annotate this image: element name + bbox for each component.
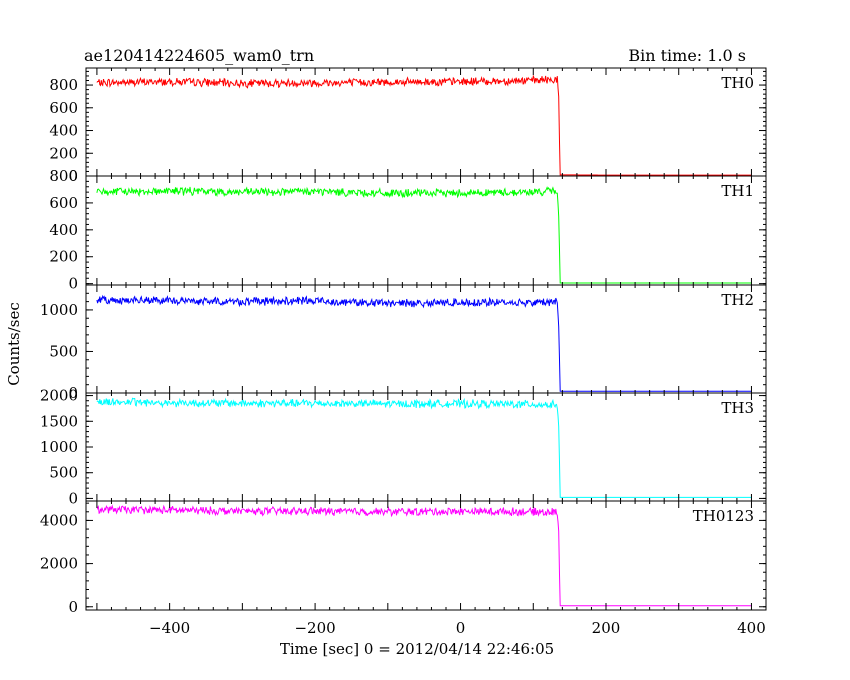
chart-panels: 0 200 400 600 800 TH0 0 200 400 600 800 TH1 0 500 1000… bbox=[40, 67, 767, 637]
y-tick-label: 2000 bbox=[40, 555, 78, 573]
panel-frame bbox=[85, 67, 767, 177]
panel-th0123: 0 2000 4000 TH0123 bbox=[40, 500, 767, 616]
y-tick-label: 800 bbox=[49, 76, 78, 94]
y-tick-label: 1000 bbox=[40, 438, 78, 456]
panel-frame bbox=[85, 175, 767, 286]
y-tick-label: 400 bbox=[49, 221, 78, 239]
panel-label-th1: TH1 bbox=[721, 182, 754, 200]
panel-frame bbox=[85, 284, 767, 394]
panel-th1: 0 200 400 600 800 TH1 bbox=[49, 167, 767, 293]
series-line-th0123 bbox=[96, 504, 752, 607]
x-tick-label: −200 bbox=[294, 619, 335, 637]
x-tick-label: 200 bbox=[592, 619, 621, 637]
series-line-th3 bbox=[96, 397, 752, 498]
panel-frame bbox=[85, 500, 767, 611]
x-tick-label: 400 bbox=[737, 619, 766, 637]
x-tick-label: −400 bbox=[149, 619, 190, 637]
y-tick-label: 0 bbox=[68, 489, 78, 507]
y-tick-label: 4000 bbox=[40, 511, 78, 529]
y-tick-label: 500 bbox=[49, 464, 78, 482]
series-line-th0 bbox=[96, 74, 752, 176]
panel-label-th0: TH0 bbox=[721, 74, 754, 92]
y-tick-label: 800 bbox=[49, 167, 78, 185]
y-axis-label: Counts/sec bbox=[5, 302, 23, 386]
series-line-th2 bbox=[96, 294, 752, 392]
panel-th2: 0 500 1000 TH2 bbox=[40, 284, 767, 402]
y-tick-label: 2000 bbox=[40, 387, 78, 405]
y-tick-label: 200 bbox=[49, 248, 78, 266]
bin-time-label: Bin time: 1.0 s bbox=[628, 46, 746, 65]
series-line-th1 bbox=[96, 186, 752, 284]
y-tick-label: 400 bbox=[49, 122, 78, 140]
panel-frame bbox=[85, 392, 767, 502]
y-tick-label: 1000 bbox=[40, 301, 78, 319]
y-tick-label: 600 bbox=[49, 99, 78, 117]
panel-th0: 0 200 400 600 800 TH0 bbox=[49, 67, 767, 185]
panel-label-th3: TH3 bbox=[721, 399, 754, 417]
y-tick-label: 0 bbox=[68, 598, 78, 616]
y-tick-label: 600 bbox=[49, 194, 78, 212]
y-tick-label: 200 bbox=[49, 144, 78, 162]
x-axis-label: Time [sec] 0 = 2012/04/14 22:46:05 bbox=[280, 640, 554, 658]
y-tick-label: 1500 bbox=[40, 412, 78, 430]
panel-label-th2: TH2 bbox=[721, 291, 754, 309]
chart-title: ae120414224605_wam0_trn bbox=[84, 46, 314, 65]
y-tick-label: 0 bbox=[68, 275, 78, 293]
panel-th3: 0 500 1000 1500 2000 TH3 bbox=[40, 387, 767, 507]
y-tick-label: 0 bbox=[68, 167, 78, 185]
y-tick-label: 0 bbox=[68, 384, 78, 402]
y-tick-label: 500 bbox=[49, 342, 78, 360]
panel-label-th0123: TH0123 bbox=[693, 507, 754, 525]
x-tick-label: 0 bbox=[456, 619, 466, 637]
